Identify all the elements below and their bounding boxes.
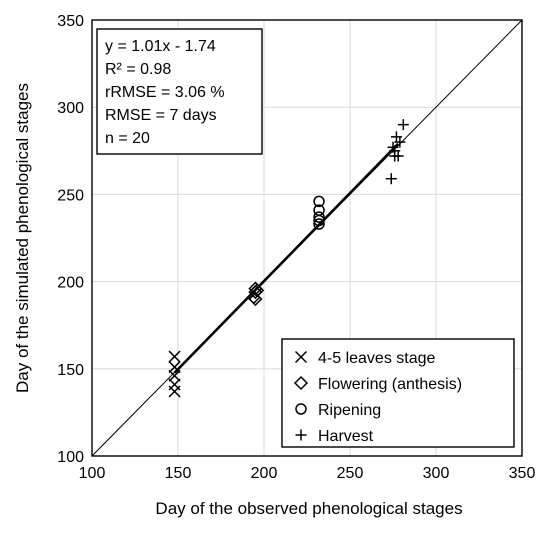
regression-line [173,142,400,374]
stats-box-frame [96,28,263,155]
plot-area-border [91,19,523,457]
data-point-circle [313,214,325,227]
legend-frame [281,338,515,448]
x-tick-label: 100 [79,465,106,482]
legend-marker-plus [295,429,307,441]
data-point-x [168,385,181,398]
data-point-plus [397,119,409,131]
x-tick-label: 200 [251,465,278,482]
stat-rrmse: rRMSE = 3.06 % [105,84,225,101]
stats-box: y = 1.01x - 1.74 R² = 0.98 rRMSE = 3.06 … [96,28,263,155]
data-point-x [168,361,181,374]
legend-label: Harvest [318,428,374,445]
y-axis-title: Day of the simulated phenological stages [13,83,32,393]
legend-label: Flowering (anthesis) [318,376,462,393]
fit-lines [91,19,523,457]
stat-rmse: RMSE = 7 days [105,107,217,124]
data-point-circle [313,218,325,230]
data-point-plus [394,136,406,148]
stat-equation: y = 1.01x - 1.74 [105,38,216,55]
data-point-diamond [250,283,265,298]
legend-label: 4-5 leaves stage [318,350,436,367]
axis-ticks: 100 150 200 250 300 350 100 150 200 250 300 350 [57,13,535,482]
y-tick-label: 350 [57,13,84,30]
x-axis-title: Day of the observed phenological stages [155,499,462,518]
legend: 4-5 leaves stage Flowering (anthesis) Ripe… [281,338,515,448]
x-tick-label: 350 [509,465,536,482]
x-tick-label: 300 [423,465,450,482]
y-tick-label: 250 [57,187,84,204]
data-point-x [168,350,181,363]
y-tick-label: 200 [57,275,84,292]
data-point-circle [313,195,325,208]
data-point-plus [389,150,401,162]
legend-label: Ripening [318,402,381,419]
data-point-diamond [248,291,263,307]
legend-marker-x [294,350,308,364]
stat-r2: R² = 0.98 [105,61,171,78]
gridlines [91,19,523,457]
y-tick-label: 300 [57,100,84,117]
legend-marker-diamond [293,375,309,391]
data-point-plus [385,173,397,185]
y-tick-label: 150 [57,362,84,379]
data-point-x [168,369,181,382]
data-points [168,119,409,398]
data-point-circle [313,211,325,223]
y-tick-label: 100 [57,449,84,466]
x-tick-label: 250 [337,465,364,482]
legend-marker-circle [295,403,307,415]
x-tick-label: 150 [165,465,192,482]
stat-n: n = 20 [105,130,150,147]
